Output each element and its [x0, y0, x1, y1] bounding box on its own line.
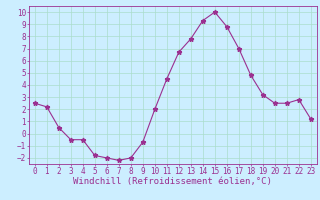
X-axis label: Windchill (Refroidissement éolien,°C): Windchill (Refroidissement éolien,°C): [73, 177, 272, 186]
